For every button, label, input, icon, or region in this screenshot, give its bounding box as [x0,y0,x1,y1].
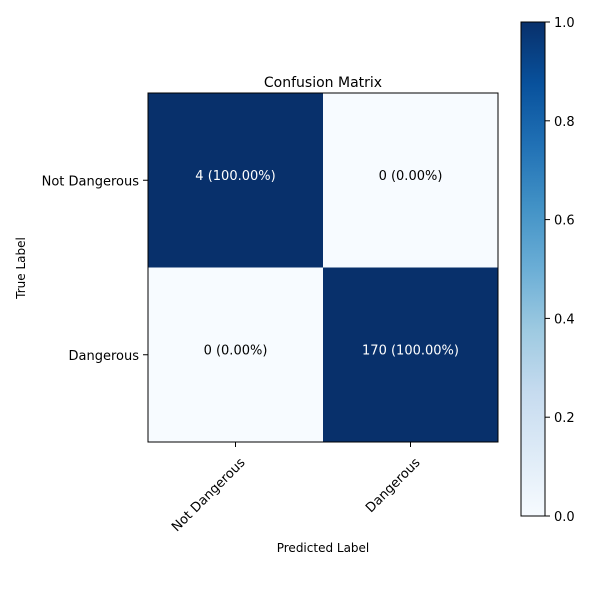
colorbar-tick-label: 0.0 [554,510,575,525]
colorbar-tick-label: 1.0 [554,16,575,31]
matrix-cell [323,93,498,268]
colorbar-tick-label: 0.6 [554,214,575,229]
matrix-cell [323,267,498,442]
x-axis-label: Predicted Label [277,541,370,555]
colorbar-tick-label: 0.2 [554,411,575,426]
x-tick-label: Dangerous [363,455,424,516]
colorbar [520,21,546,517]
matrix-cell [148,93,323,268]
x-axis-ticks: Not Dangerous Dangerous [169,442,424,535]
matrix-cell [148,267,323,442]
colorbar-ticks: 0.0 0.2 0.4 0.6 0.8 1.0 [545,16,575,525]
cell-label: 170 (100.00%) [362,343,459,358]
cell-label: 4 (100.00%) [195,169,275,184]
x-tick-label: Not Dangerous [169,455,249,535]
matrix-cells: 4 (100.00%) 0 (0.00%) 0 (0.00%) 170 (100.00… [148,93,498,442]
y-axis-label: True Label [14,237,28,300]
cell-label: 0 (0.00%) [204,343,268,358]
y-tick-label: Not Dangerous [42,174,140,189]
colorbar-tick-label: 0.8 [554,115,575,130]
cell-label: 0 (0.00%) [379,169,443,184]
matrix-frame [147,92,499,443]
y-axis-ticks: Not Dangerous Dangerous [42,174,148,364]
y-tick-label: Dangerous [69,349,140,364]
colorbar-tick-label: 0.4 [554,312,575,327]
chart-title: Confusion Matrix [264,75,382,91]
